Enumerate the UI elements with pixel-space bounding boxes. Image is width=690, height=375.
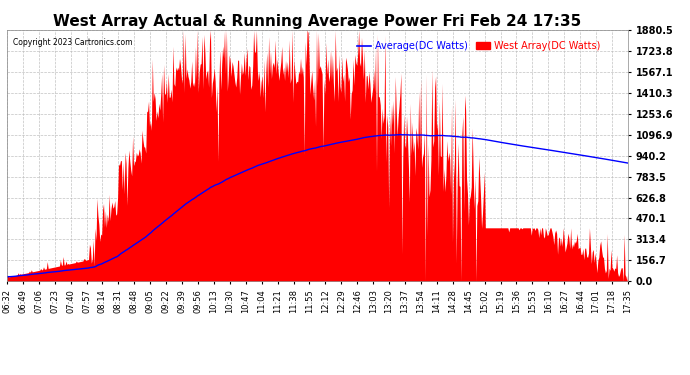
Text: Copyright 2023 Cartronics.com: Copyright 2023 Cartronics.com	[13, 38, 132, 46]
Legend: Average(DC Watts), West Array(DC Watts): Average(DC Watts), West Array(DC Watts)	[353, 38, 604, 55]
Title: West Array Actual & Running Average Power Fri Feb 24 17:35: West Array Actual & Running Average Powe…	[53, 14, 582, 29]
